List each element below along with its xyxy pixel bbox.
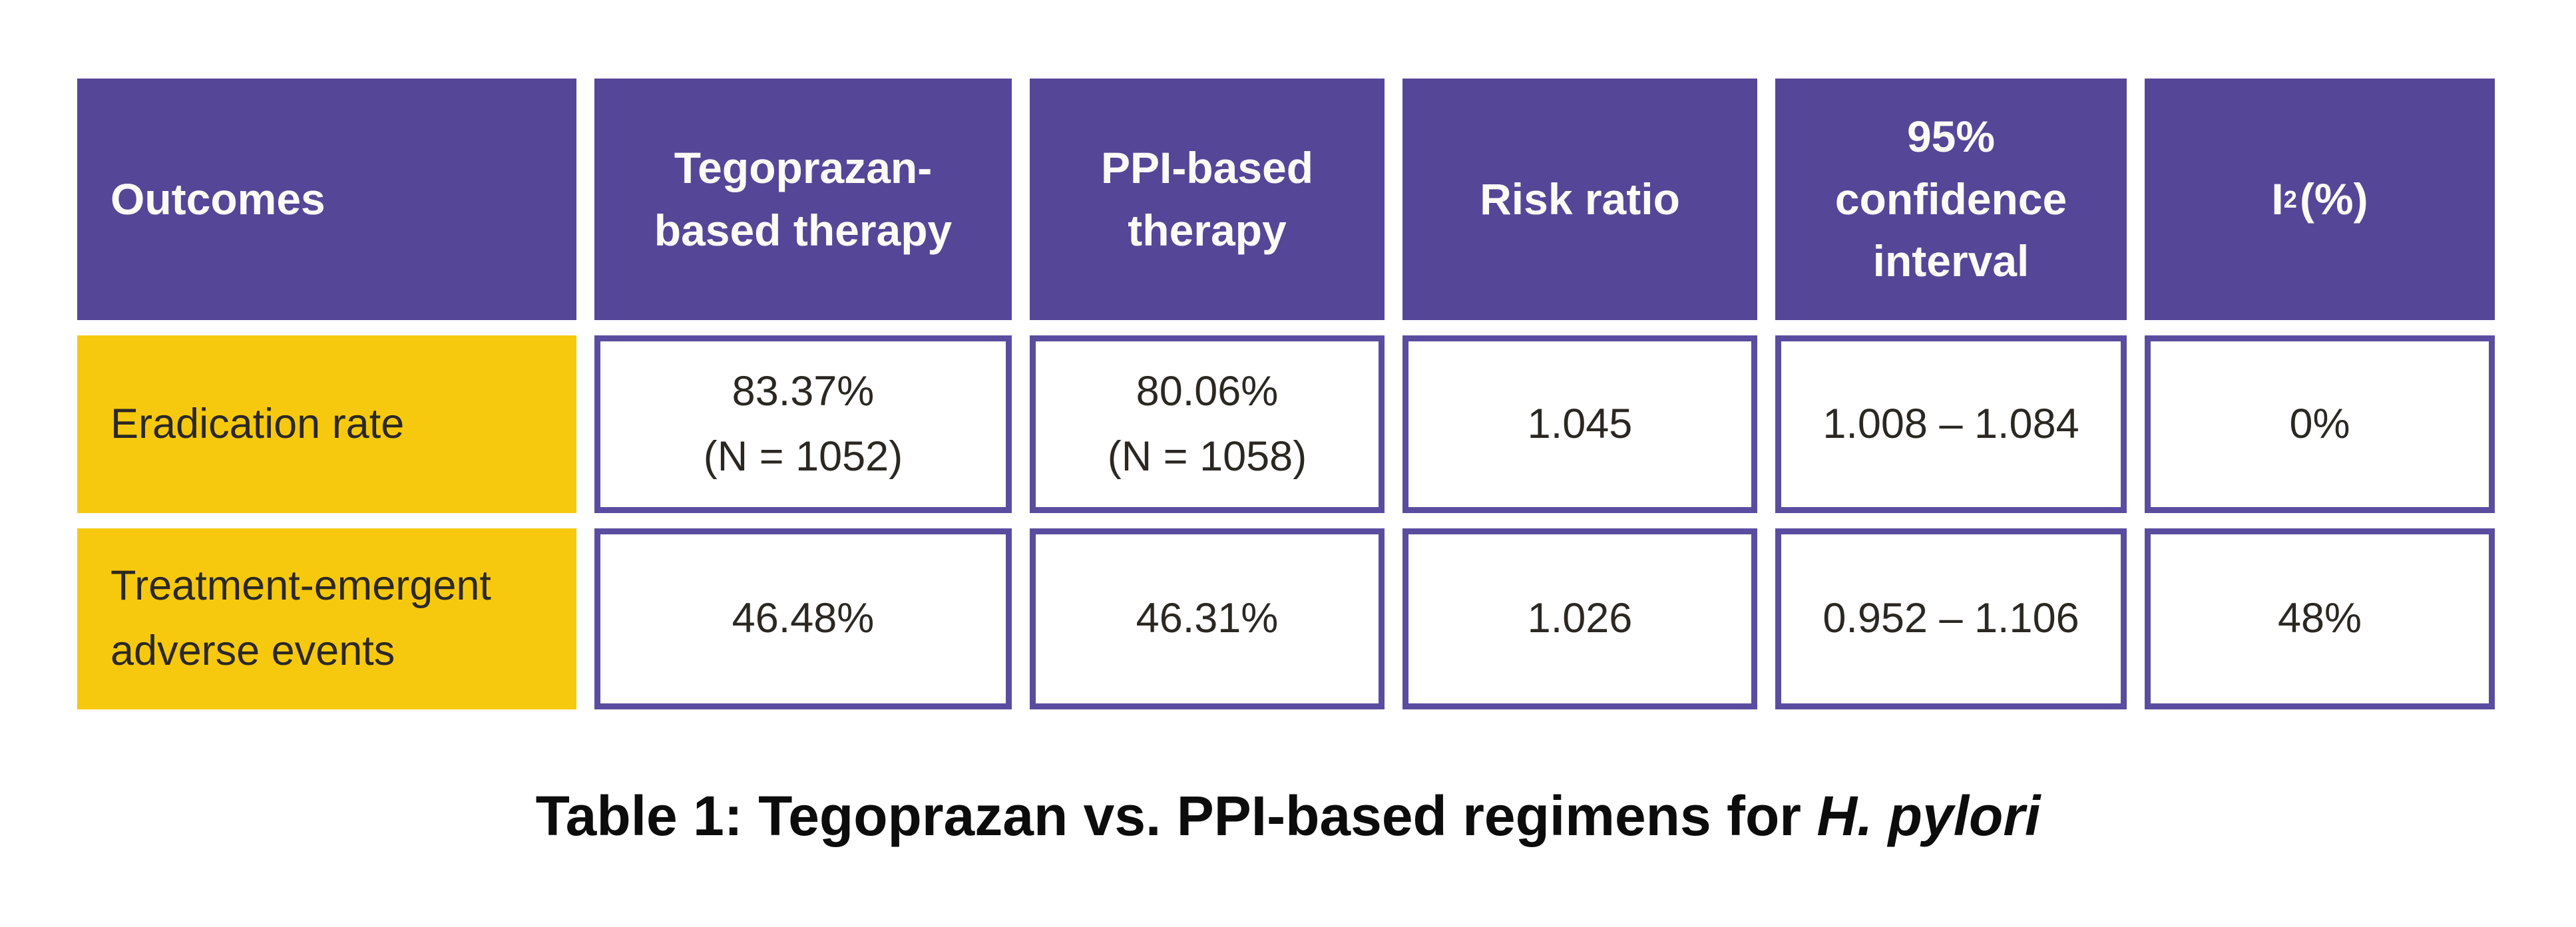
data-cell: 80.06% (N = 1058) <box>1030 335 1385 513</box>
header-cell: 95% confidence interval <box>1775 79 2127 320</box>
cell-line: 0.952 – 1.106 <box>1823 595 2079 642</box>
row-label-cell: Eradication rate <box>77 335 576 513</box>
cell-line: 1.045 <box>1527 400 1633 447</box>
caption-text: Table 1: Tegoprazan vs. PPI-based regime… <box>535 785 1817 847</box>
data-cell: 1.045 <box>1402 335 1757 513</box>
cell-line: 83.37% <box>732 367 875 415</box>
header-cell: Tegoprazan-based therapy <box>594 79 1012 320</box>
cell-line: 48% <box>2277 595 2362 642</box>
data-cell: 48% <box>2145 528 2495 709</box>
data-cell: 83.37% (N = 1052) <box>594 335 1012 513</box>
table-caption: Table 1: Tegoprazan vs. PPI-based regime… <box>0 784 2576 848</box>
caption-italic-text: H. pylori <box>1817 785 2041 847</box>
header-cell: Outcomes <box>77 79 576 320</box>
outcomes-table: Outcomes Tegoprazan-based therapy PPI-base… <box>77 79 2495 709</box>
cell-line: 1.026 <box>1527 595 1633 642</box>
data-cell: 0.952 – 1.106 <box>1775 528 2127 709</box>
cell-line: 80.06% <box>1136 367 1279 415</box>
data-cell: 1.026 <box>1402 528 1757 709</box>
cell-line: 1.008 – 1.084 <box>1823 400 2079 447</box>
header-cell: Risk ratio <box>1402 79 1757 320</box>
row-label-cell: Treatment-emergent adverse events <box>77 528 576 709</box>
cell-line: 46.48% <box>732 595 875 642</box>
cell-line: 0% <box>2289 400 2350 447</box>
cell-line: (N = 1058) <box>1107 433 1307 480</box>
data-cell: 1.008 – 1.084 <box>1775 335 2127 513</box>
cell-line: 46.31% <box>1136 595 1279 642</box>
data-cell: 46.31% <box>1030 528 1385 709</box>
data-cell: 46.48% <box>594 528 1012 709</box>
cell-line: (N = 1052) <box>703 433 903 480</box>
header-cell: PPI-based therapy <box>1030 79 1385 320</box>
data-cell: 0% <box>2145 335 2495 513</box>
